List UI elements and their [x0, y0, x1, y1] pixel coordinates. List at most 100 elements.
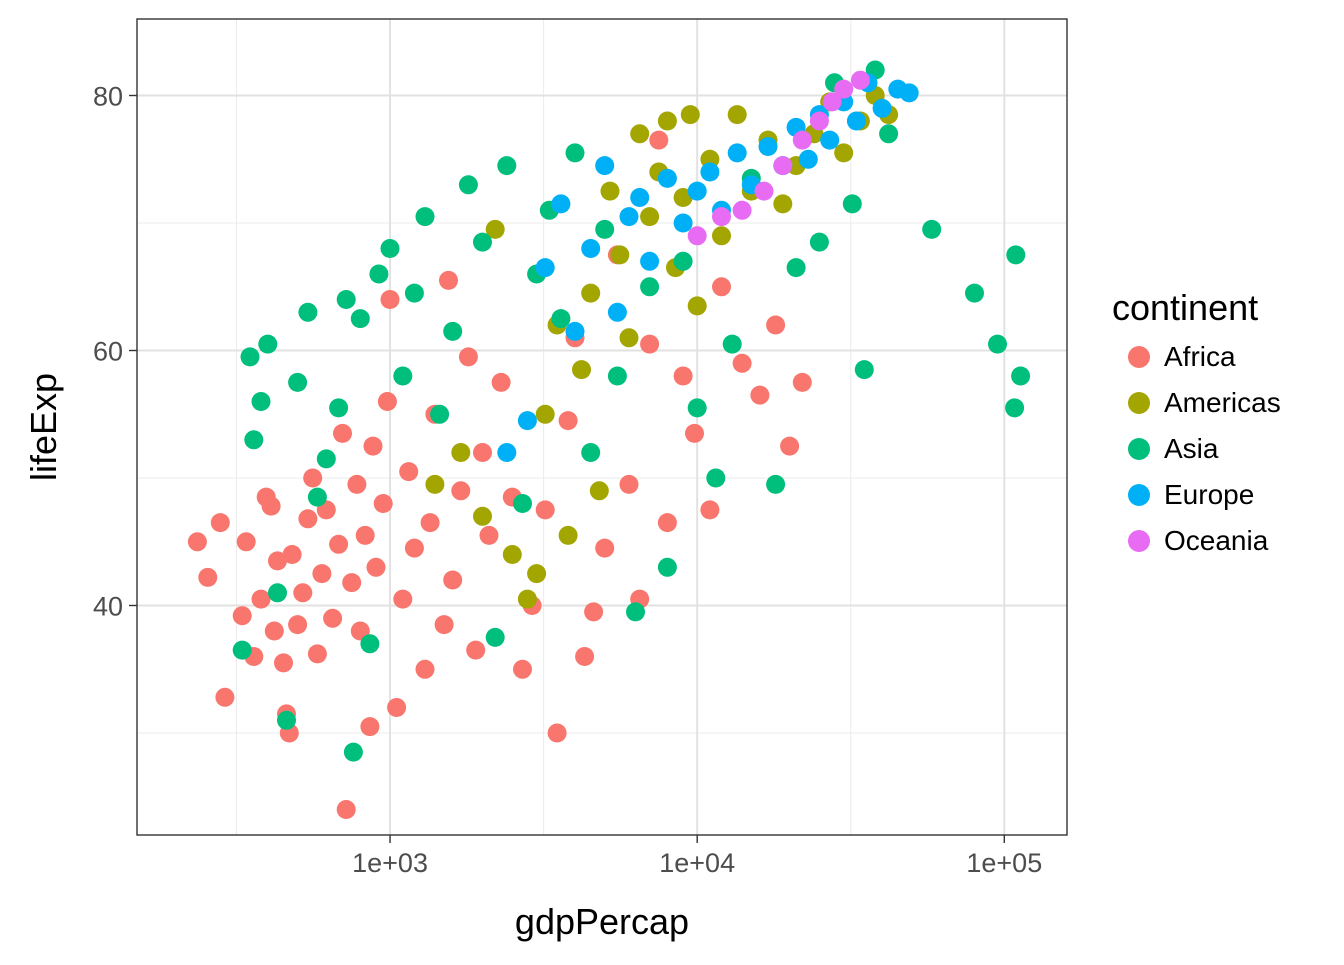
- point-asia-55: [1006, 245, 1026, 265]
- y-tick-label-0: 40: [93, 592, 123, 622]
- point-africa-7: [251, 589, 271, 609]
- point-europe-23: [820, 130, 840, 150]
- point-americas-19: [657, 111, 677, 131]
- point-africa-46: [443, 570, 463, 590]
- point-africa-64: [619, 474, 639, 494]
- legend-item-asia: Asia: [1112, 426, 1281, 472]
- point-africa-62: [595, 538, 615, 558]
- point-europe-3: [551, 194, 571, 214]
- point-africa-38: [393, 589, 413, 609]
- point-europe-13: [687, 181, 707, 201]
- point-oceania-9: [850, 70, 870, 90]
- point-africa-77: [792, 372, 812, 392]
- point-africa-3: [215, 687, 235, 707]
- point-asia-13: [343, 742, 363, 762]
- point-europe-2: [535, 258, 555, 278]
- point-asia-12: [336, 290, 356, 309]
- point-africa-54: [513, 659, 532, 679]
- point-asia-38: [673, 251, 693, 271]
- point-asia-22: [443, 321, 463, 341]
- point-asia-15: [360, 634, 380, 654]
- legend-key-oceania: [1128, 530, 1150, 552]
- point-africa-69: [673, 366, 693, 386]
- point-africa-4: [232, 606, 252, 626]
- point-asia-47: [842, 194, 862, 214]
- y-tick-label-1: 60: [93, 337, 123, 367]
- point-africa-27: [342, 573, 362, 593]
- x-axis: 1e+03 1e+04 1e+05: [352, 835, 1042, 878]
- legend-label-americas: Americas: [1164, 387, 1281, 418]
- point-africa-23: [323, 608, 343, 628]
- point-asia-23: [458, 175, 478, 195]
- point-africa-15: [282, 545, 302, 564]
- point-americas-3: [485, 219, 505, 239]
- point-asia-34: [607, 366, 627, 386]
- point-asia-17: [380, 239, 400, 258]
- point-americas-0: [425, 474, 445, 494]
- point-europe-6: [595, 156, 615, 176]
- point-americas-25: [712, 226, 731, 246]
- legend-label-oceania: Oceania: [1164, 525, 1269, 556]
- point-africa-42: [420, 513, 440, 533]
- point-africa-32: [363, 436, 383, 456]
- point-africa-10: [264, 621, 284, 641]
- point-africa-50: [473, 443, 492, 462]
- point-africa-11: [268, 551, 287, 571]
- legend-item-europe: Europe: [1112, 472, 1281, 518]
- point-europe-16: [727, 143, 747, 163]
- point-americas-1: [451, 443, 471, 462]
- point-asia-4: [258, 334, 278, 354]
- point-africa-30: [355, 525, 375, 545]
- point-asia-32: [581, 443, 601, 462]
- point-asia-35: [626, 602, 645, 622]
- point-africa-72: [712, 277, 731, 297]
- legend-key-europe: [1128, 484, 1150, 506]
- point-africa-2: [198, 567, 218, 587]
- point-africa-24: [329, 534, 349, 554]
- point-asia-44: [786, 258, 806, 278]
- point-africa-20: [307, 644, 327, 664]
- point-asia-20: [415, 207, 435, 227]
- point-africa-35: [377, 392, 397, 411]
- point-africa-21: [312, 564, 332, 584]
- point-asia-53: [988, 334, 1007, 354]
- point-africa-9: [261, 496, 281, 516]
- point-asia-37: [657, 557, 677, 577]
- point-europe-0: [497, 443, 517, 462]
- point-americas-6: [527, 564, 547, 584]
- legend-key-asia: [1128, 438, 1150, 460]
- point-oceania-6: [809, 111, 829, 131]
- point-asia-40: [706, 468, 726, 488]
- point-africa-49: [466, 640, 486, 660]
- point-africa-60: [575, 647, 595, 666]
- point-africa-28: [347, 474, 367, 494]
- point-europe-5: [581, 239, 601, 258]
- point-asia-26: [497, 156, 517, 176]
- point-africa-57: [547, 723, 567, 743]
- legend-item-oceania: Oceania: [1112, 518, 1281, 564]
- point-africa-66: [640, 334, 660, 354]
- panel-background: [137, 19, 1067, 835]
- point-africa-34: [373, 494, 393, 513]
- point-africa-56: [535, 500, 555, 520]
- point-asia-43: [766, 474, 786, 494]
- point-asia-25: [485, 627, 505, 647]
- point-asia-24: [473, 232, 492, 252]
- point-africa-36: [380, 290, 400, 309]
- point-asia-30: [551, 309, 571, 329]
- point-asia-11: [329, 398, 349, 418]
- point-africa-19: [303, 468, 323, 488]
- point-oceania-8: [834, 79, 854, 99]
- point-oceania-4: [773, 156, 793, 176]
- point-americas-12: [589, 481, 609, 501]
- point-africa-39: [399, 462, 419, 482]
- point-asia-52: [965, 283, 984, 303]
- legend-item-africa: Africa: [1112, 334, 1281, 380]
- point-europe-11: [657, 168, 677, 188]
- point-asia-2: [244, 430, 264, 450]
- x-tick-label-1: 1e+04: [659, 848, 735, 878]
- point-asia-6: [277, 710, 296, 730]
- point-asia-18: [393, 366, 413, 386]
